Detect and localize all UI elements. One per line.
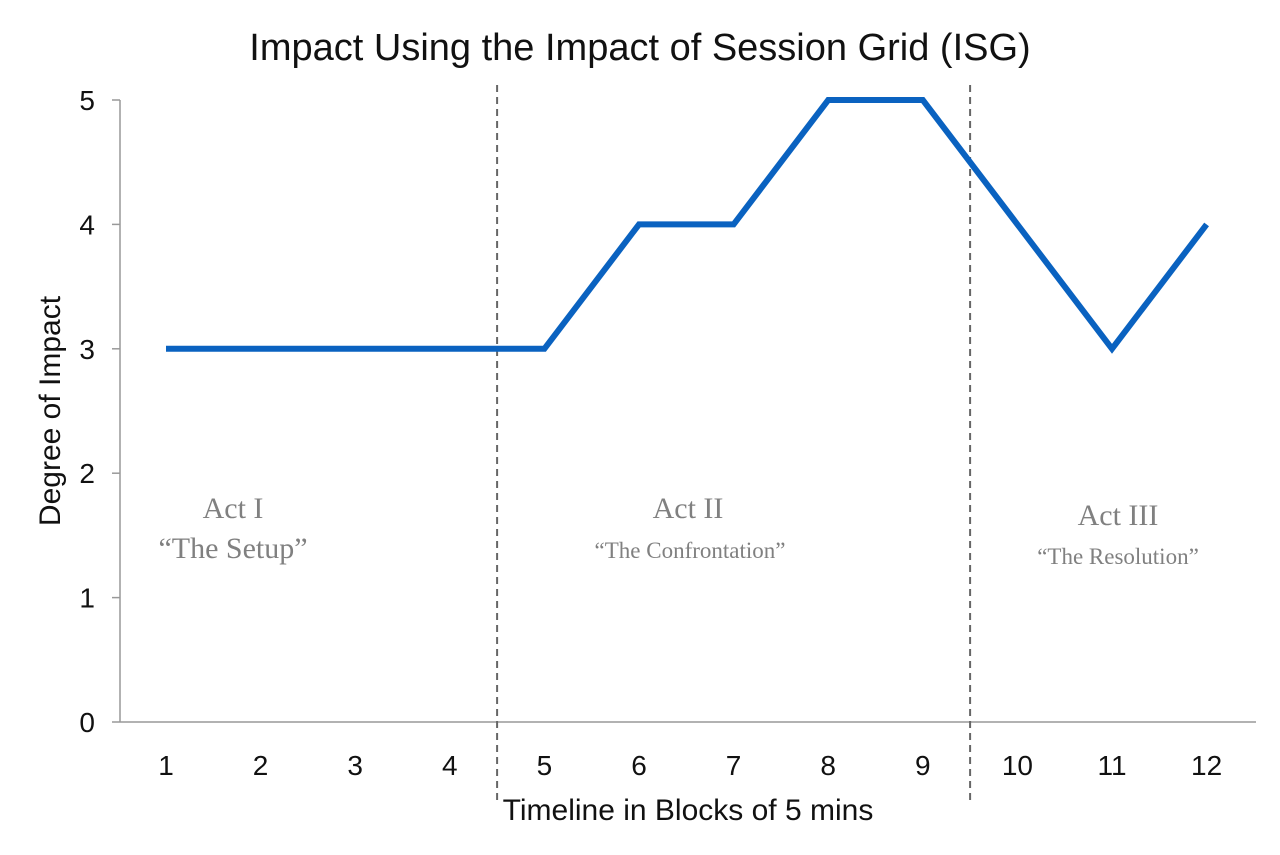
x-tick-label: 11: [1097, 750, 1126, 781]
act-3-label: Act III: [1078, 499, 1159, 532]
act-3-sublabel: “The Resolution”: [1037, 544, 1199, 569]
x-tick-label: 1: [158, 750, 174, 781]
y-tick-labels: 0 1 2 3 4 5: [79, 85, 120, 738]
act-dividers: [496, 85, 972, 805]
x-tick-labels: 1 2 3 4 5 6 7 8 9 10 11 12: [158, 750, 1222, 781]
y-tick-label: 5: [79, 85, 95, 116]
x-tick-label: 2: [253, 750, 269, 781]
y-axis-title: Degree of Impact: [34, 295, 67, 526]
x-tick-label: 3: [347, 750, 363, 781]
act-2-label: Act II: [653, 492, 724, 525]
x-tick-label: 12: [1191, 750, 1222, 781]
x-axis-title: Timeline in Blocks of 5 mins: [503, 794, 874, 827]
y-tick-label: 4: [79, 209, 95, 240]
y-tick-label: 3: [79, 334, 95, 365]
chart-title: Impact Using the Impact of Session Grid …: [249, 27, 1030, 69]
x-tick-label: 9: [915, 750, 931, 781]
series-line: [166, 97, 1209, 354]
series-group: [165, 97, 1209, 354]
y-tick-label: 1: [79, 583, 95, 614]
x-tick-label: 5: [537, 750, 553, 781]
x-tick-label: 7: [726, 750, 742, 781]
x-tick-label: 10: [1002, 750, 1033, 781]
act-1-sublabel: “The Setup”: [158, 532, 307, 565]
x-tick-label: 4: [442, 750, 458, 781]
y-tick-label: 2: [79, 458, 95, 489]
act-1-label: Act I: [203, 492, 264, 525]
y-tick-label: 0: [79, 707, 95, 738]
act-2-sublabel: “The Confrontation”: [595, 538, 786, 563]
x-tick-label: 8: [820, 750, 836, 781]
x-tick-label: 6: [631, 750, 647, 781]
